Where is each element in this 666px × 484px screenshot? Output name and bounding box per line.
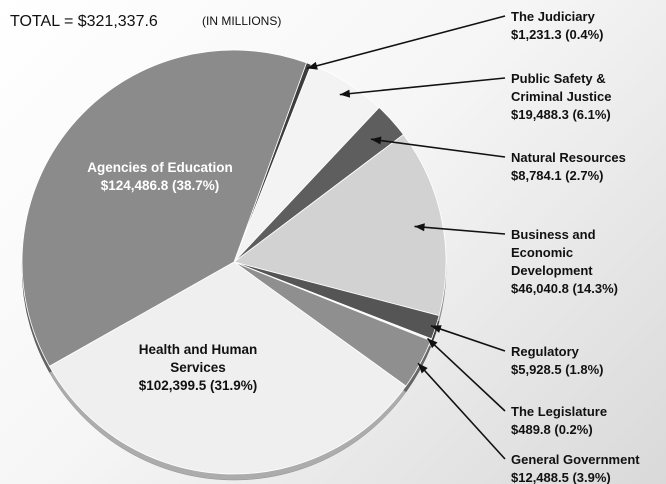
label-regulatory-line-2: $5,928.5 (1.8%) xyxy=(511,362,604,377)
pie-slices xyxy=(21,49,447,475)
label-business-and-economic-development-line-4: $46,040.8 (14.3%) xyxy=(511,281,618,296)
label-public-safety-and-criminal-justice-line-1: Public Safety & xyxy=(511,71,606,86)
label-the-judiciary-line-1: The Judiciary xyxy=(511,9,596,24)
arrow-the-judiciary xyxy=(306,15,506,70)
total-label: TOTAL = $321,337.6 xyxy=(10,13,158,30)
label-agencies-of-education-line-1: Agencies of Education xyxy=(87,160,233,175)
label-health-and-human-services-line-2: Services xyxy=(170,360,226,375)
arrow-regulatory xyxy=(430,325,506,352)
label-business-and-economic-development-line-1: Business and xyxy=(511,227,596,242)
slice-agencies-of-education xyxy=(21,49,308,367)
label-general-government-line-1: General Government xyxy=(511,452,640,467)
label-agencies-of-education-line-2: $124,486.8 (38.7%) xyxy=(101,178,220,193)
label-general-government-line-2: $12,488.5 (3.9%) xyxy=(511,470,611,484)
arrow-general-government xyxy=(417,362,506,460)
label-natural-resources-line-1: Natural Resources xyxy=(511,150,626,165)
slice-business-and-economic-development xyxy=(233,134,447,317)
slice-labels: The Judiciary $1,231.3 (0.4%) Public Safet… xyxy=(87,9,640,484)
label-health-and-human-services-line-1: Health and Human xyxy=(139,342,258,357)
units-label: (IN MILLIONS) xyxy=(202,14,281,28)
label-health-and-human-services-line-3: $102,399.5 (31.9%) xyxy=(139,378,258,393)
label-the-legislature-line-2: $489.8 (0.2%) xyxy=(511,422,593,437)
arrow-the-legislature xyxy=(426,337,506,412)
slice-health-and-human-services xyxy=(48,261,407,475)
arrow-business-and-economic-development xyxy=(414,223,506,235)
leader-arrows xyxy=(306,15,506,460)
label-public-safety-and-criminal-justice-line-3: $19,488.3 (6.1%) xyxy=(511,107,611,122)
label-business-and-economic-development-line-2: Economic xyxy=(511,245,573,260)
label-natural-resources-line-2: $8,784.1 (2.7%) xyxy=(511,168,604,183)
label-business-and-economic-development-line-3: Development xyxy=(511,263,593,278)
arrow-public-safety-and-criminal-justice xyxy=(339,77,506,98)
label-the-legislature-line-1: The Legislature xyxy=(511,404,607,419)
label-the-judiciary-line-2: $1,231.3 (0.4%) xyxy=(511,27,604,42)
label-regulatory-line-1: Regulatory xyxy=(511,344,580,359)
label-public-safety-and-criminal-justice-line-2: Criminal Justice xyxy=(511,89,611,104)
arrow-natural-resources xyxy=(370,136,506,158)
